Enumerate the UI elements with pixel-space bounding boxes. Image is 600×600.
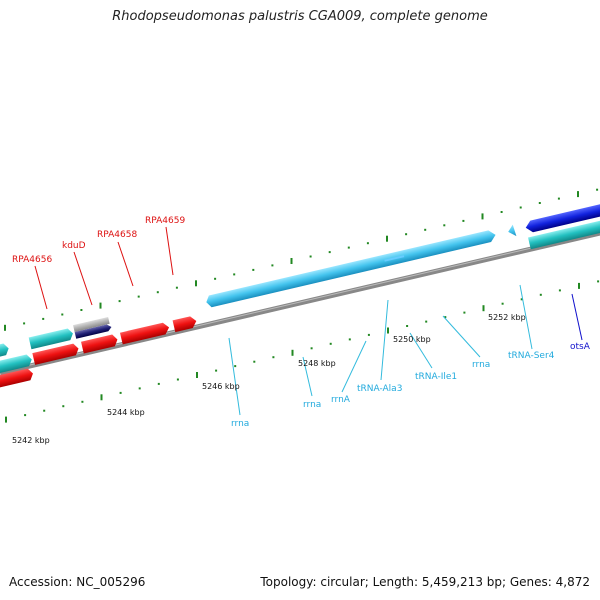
gene-arrow-rrna-accent <box>384 255 405 262</box>
gene-arrow-RPA4656 <box>32 343 79 365</box>
gene-box-grey <box>73 316 110 332</box>
gene-label-RPA4658: RPA4658 <box>97 230 137 240</box>
gene-label-tRNA-Ser4: tRNA-Ser4 <box>508 351 555 361</box>
gene-label-rrna: rrna <box>472 360 490 370</box>
gene-label-tRNA-Ala3: tRNA-Ala3 <box>357 384 402 394</box>
gene-label-RPA4656: RPA4656 <box>12 255 52 265</box>
lower-tick-row <box>5 280 600 423</box>
gene-label-rrnA: rrnA <box>331 395 351 405</box>
gene-arrow-trna-small <box>508 224 517 237</box>
gene-arrow-rrna-large <box>206 230 496 308</box>
topology-text: Topology: circular; Length: 5,459,213 bp… <box>260 575 590 589</box>
gene-arrow-teal-right <box>528 215 600 250</box>
gene-arrow-RPA4658 <box>81 334 118 354</box>
gene-arrow-RPA4658b <box>119 322 170 345</box>
ruler-labels: 5242 kbp 5244 kbp 5246 kbp 5248 kbp 5250… <box>12 313 526 445</box>
leader-lines <box>34 226 583 416</box>
gene-arrow-kduD <box>74 324 112 339</box>
ruler-label: 5248 kbp <box>298 359 336 368</box>
gene-arrow-red <box>0 368 33 389</box>
gene-arrow-otsA <box>525 200 600 233</box>
gene-label-otsA: otsA <box>570 342 591 352</box>
feature-track <box>0 200 600 389</box>
gene-label-rrna: rrna <box>231 419 249 429</box>
upper-tick-row <box>4 188 599 331</box>
gene-label-RPA4659: RPA4659 <box>145 216 185 226</box>
gene-label-kduD: kduD <box>62 241 86 251</box>
gene-labels: RPA4656 kduD RPA4658 RPA4659 rrna rrna r… <box>12 216 591 429</box>
gene-arrow-teal-lower <box>0 354 32 376</box>
gene-arrow-RPA4659 <box>172 316 197 333</box>
map-title: Rhodopseudomonas palustris CGA009, compl… <box>112 9 488 24</box>
ruler-label: 5250 kbp <box>393 335 431 344</box>
ruler-label: 5246 kbp <box>202 382 240 391</box>
accession-text: Accession: NC_005296 <box>9 575 146 589</box>
ruler-label: 5244 kbp <box>107 408 145 417</box>
gene-label-tRNA-Ile1: tRNA-Ile1 <box>415 372 457 382</box>
ruler-label: 5242 kbp <box>12 436 50 445</box>
gene-label-rrna: rrna <box>303 400 321 410</box>
ruler-label: 5252 kbp <box>488 313 526 322</box>
gene-arrow-teal <box>0 343 9 360</box>
gene-arrow-teal <box>28 328 73 350</box>
